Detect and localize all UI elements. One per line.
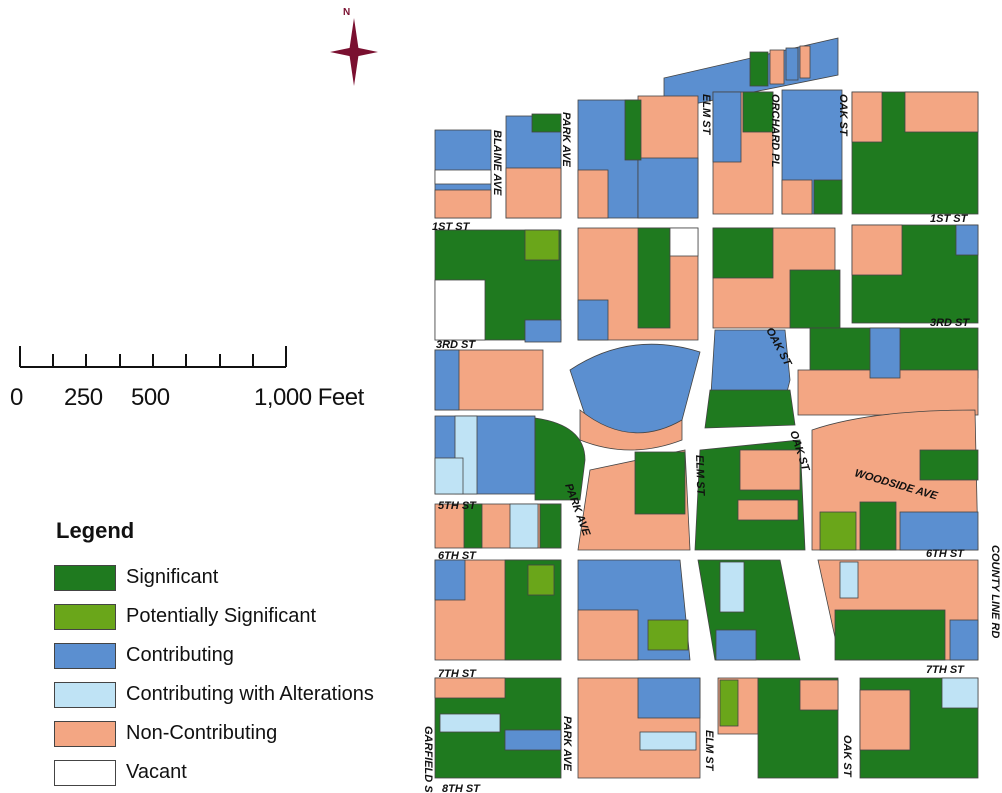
legend-swatch [54,681,116,708]
scale-label-1000: 1,000 Feet [254,384,364,411]
scale-label-500: 500 [131,384,170,411]
legend-item-contributing: Contributing [54,636,384,675]
street-label-park-south: PARK AVE [561,716,573,771]
legend-swatch [54,564,116,591]
street-label-elm-north: ELM ST [700,94,712,136]
legend-label: Contributing [126,644,234,666]
street-label-oak-south: OAK ST [841,735,853,778]
legend-label: Contributing with Alterations [126,683,374,705]
legend-label: Non-Contributing [126,722,278,744]
street-label-park-north: PARK AVE [560,112,572,167]
street-label-blaine: BLAINE AVE [491,130,503,196]
legend-item-potentially-significant: Potentially Significant [54,597,384,636]
legend-item-non-contributing: Non-Contributing [54,714,384,753]
legend-swatch [54,603,116,630]
scale-label-250: 250 [64,384,103,411]
street-label-5th: 5TH ST [438,500,477,512]
legend-item-significant: Significant [54,558,384,597]
street-label-7th-west: 7TH ST [438,668,477,680]
north-arrow-icon [330,18,378,86]
legend-swatch [54,720,116,747]
legend-label: Significant [126,566,219,588]
legend-item-contributing-alterations: Contributing with Alterations [54,675,384,714]
street-label-6th-east: 6TH ST [926,548,965,560]
street-label-elm-south: ELM ST [703,730,715,772]
legend-swatch [54,642,116,669]
street-label-1st-east: 1ST ST [930,213,969,225]
street-label-county-line: COUNTY LINE RD [989,545,1001,638]
street-label-8th: 8TH ST [442,783,481,793]
legend-item-vacant: Vacant [54,753,384,792]
parcel-map: 1ST ST 1ST ST 3RD ST 3RD ST 5TH ST 6TH S… [422,37,1001,793]
legend-title: Legend [56,518,135,543]
street-label-elm-mid: ELM ST [693,455,706,497]
street-label-6th-west: 6TH ST [438,550,477,562]
legend: Legend Significant Potentially Significa… [54,518,384,792]
scale-bar [19,346,287,368]
street-label-garfield: GARFIELD ST [422,726,434,793]
legend-label: Vacant [126,761,187,783]
legend-swatch [54,759,116,786]
street-label-3rd-east: 3RD ST [930,317,970,329]
legend-label: Potentially Significant [126,605,317,627]
north-label: N [343,7,351,18]
street-label-orchard: ORCHARD PL [769,94,781,168]
street-label-7th-east: 7TH ST [926,664,965,676]
scale-label-0: 0 [10,384,23,411]
street-label-3rd-west: 3RD ST [436,339,476,351]
street-label-1st-west: 1ST ST [432,221,471,233]
street-label-oak-north: OAK ST [837,94,849,137]
